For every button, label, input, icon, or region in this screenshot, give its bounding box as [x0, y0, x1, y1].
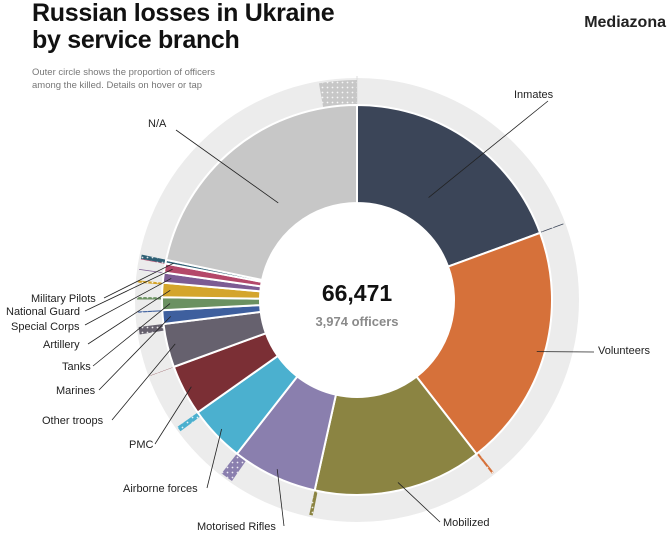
officer-stars-airborne-forces	[177, 412, 201, 432]
subtitle-line-2: among the killed. Details on hover or ta…	[32, 80, 203, 91]
leader-airborne-forces	[206, 428, 223, 489]
label-volunteers: Volunteers	[598, 345, 650, 357]
leader-mobilized	[397, 482, 441, 523]
officer-ring	[137, 80, 564, 516]
center-total: 66,471	[322, 280, 393, 306]
chart-subtitle: Outer circle shows the proportion of off…	[32, 66, 292, 92]
brand-logo[interactable]: Mediazona	[584, 14, 666, 31]
officer-stars-tanks	[137, 296, 163, 300]
center-officers: 3,974 officers	[315, 314, 398, 329]
officer-stars-volunteers	[476, 452, 494, 474]
label-leaders	[84, 100, 595, 527]
officer-stars-other-troops	[138, 323, 165, 335]
category-labels: Inmates Volunteers Mobilized Motorised Rifl…	[6, 89, 650, 533]
label-national-guard: National Guard	[6, 306, 80, 318]
leader-marines	[98, 316, 172, 391]
leader-special-corps	[84, 278, 172, 326]
label-inmates: Inmates	[514, 89, 554, 101]
chart-title: Russian losses in Ukraine by service bra…	[32, 0, 335, 54]
officer-stars-artillery	[137, 280, 163, 285]
leader-tanks	[92, 303, 171, 367]
label-pmc: PMC	[129, 439, 154, 451]
label-artillery: Artillery	[43, 339, 80, 351]
leader-pmc	[154, 386, 192, 445]
officer-stars-national-guard	[140, 258, 166, 264]
subtitle-line-1: Outer circle shows the proportion of off…	[32, 67, 216, 78]
label-mobilized: Mobilized	[443, 517, 489, 529]
label-special-corps: Special Corps	[11, 321, 80, 333]
slice-volunteers[interactable]	[415, 231, 553, 456]
leader-national-guard	[84, 268, 173, 312]
label-n-a: N/A	[148, 118, 167, 130]
label-marines: Marines	[56, 385, 96, 397]
officer-stars-mobilized	[309, 490, 318, 516]
officer-stars-motorised-rifles	[221, 453, 247, 482]
officer-stars-marines	[137, 310, 163, 313]
officer-stars-special-corps	[139, 268, 164, 274]
leader-artillery	[87, 290, 171, 345]
officer-stars-inmates	[539, 223, 564, 233]
leader-military-pilots	[103, 262, 174, 299]
title-line-1: Russian losses in Ukraine	[32, 0, 335, 27]
label-tanks: Tanks	[62, 361, 91, 373]
label-airborne-forces: Airborne forces	[123, 483, 198, 495]
officer-stars-military-pilots	[140, 254, 167, 264]
slice-n-a[interactable]	[165, 103, 358, 282]
label-other-troops: Other troops	[42, 415, 104, 427]
leader-n-a	[175, 129, 279, 204]
officer-stars-n-a	[318, 80, 357, 108]
leader-inmates	[428, 100, 549, 198]
slice-inmates[interactable]	[356, 103, 542, 268]
leader-motorised-rifles	[276, 469, 285, 527]
losses-ring	[161, 103, 553, 496]
label-military-pilots: Military Pilots	[31, 293, 96, 305]
title-line-2: by service branch	[32, 26, 240, 54]
label-motorised-rifles: Motorised Rifles	[197, 521, 276, 533]
officer-stars-pmc	[150, 366, 174, 376]
leader-other-troops	[111, 343, 176, 421]
